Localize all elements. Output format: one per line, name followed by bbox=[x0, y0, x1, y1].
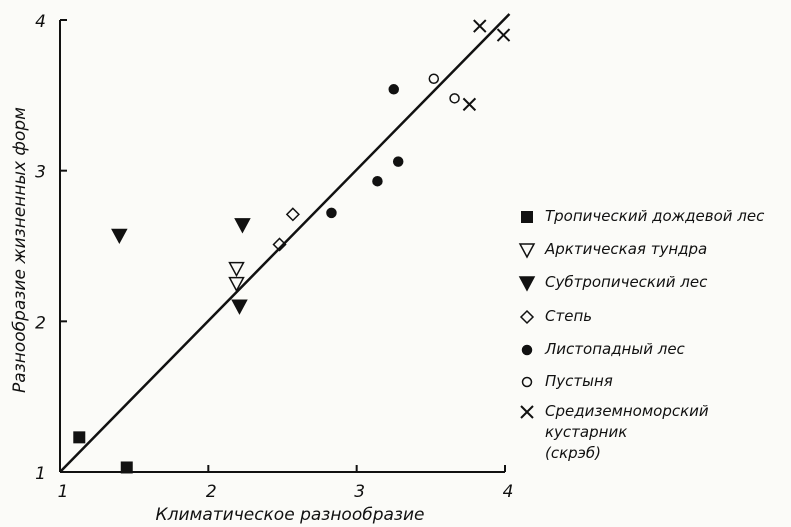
legend-entry: Степь bbox=[545, 307, 593, 325]
x-tick-label: 3 bbox=[354, 482, 365, 502]
marker-triangle bbox=[228, 261, 245, 278]
marker-x bbox=[520, 405, 534, 419]
marker-triangle bbox=[518, 243, 536, 259]
marker-diamond bbox=[272, 237, 287, 252]
marker-triangle bbox=[518, 276, 536, 292]
marker-diamond bbox=[519, 309, 535, 325]
marker-circle bbox=[428, 73, 440, 85]
legend-entry: Субтропический лес bbox=[545, 273, 708, 291]
x-tick-label: 4 bbox=[503, 482, 514, 502]
legend-entry: Тропический дождевой лес bbox=[545, 207, 765, 225]
x-tick-label: 2 bbox=[206, 482, 217, 502]
marker-circle bbox=[388, 84, 399, 95]
y-tick-label: 1 bbox=[35, 464, 46, 484]
legend-entry: Средиземноморский кустарник (скрэб) bbox=[545, 402, 709, 462]
marker-circle bbox=[326, 207, 337, 219]
y-tick-label: 2 bbox=[35, 313, 46, 333]
marker-square bbox=[120, 461, 133, 474]
marker-square bbox=[73, 431, 86, 444]
legend-entry: Пустыня bbox=[545, 372, 613, 390]
marker-x bbox=[462, 97, 477, 112]
marker-square bbox=[521, 211, 533, 223]
marker-diamond bbox=[285, 207, 300, 222]
marker-circle bbox=[392, 156, 404, 167]
marker-x bbox=[496, 28, 511, 42]
x-tick-label: 1 bbox=[58, 482, 69, 502]
marker-triangle bbox=[228, 276, 245, 293]
legend-entry: Листопадный лес bbox=[545, 340, 685, 358]
marker-triangle bbox=[234, 218, 251, 234]
marker-triangle bbox=[231, 299, 248, 315]
marker-circle bbox=[521, 376, 533, 388]
y-axis-label: Разнообразие жизненных форм bbox=[10, 107, 30, 393]
marker-circle bbox=[372, 175, 383, 187]
x-axis-label: Климатическое разнообразие bbox=[156, 505, 425, 525]
legend-entry: Арктическая тундра bbox=[545, 240, 708, 258]
y-tick-label: 4 bbox=[35, 12, 46, 32]
marker-circle bbox=[521, 344, 533, 356]
y-tick-label: 3 bbox=[35, 163, 46, 183]
marker-triangle bbox=[111, 228, 128, 245]
marker-x bbox=[473, 19, 487, 33]
marker-circle bbox=[449, 93, 460, 104]
